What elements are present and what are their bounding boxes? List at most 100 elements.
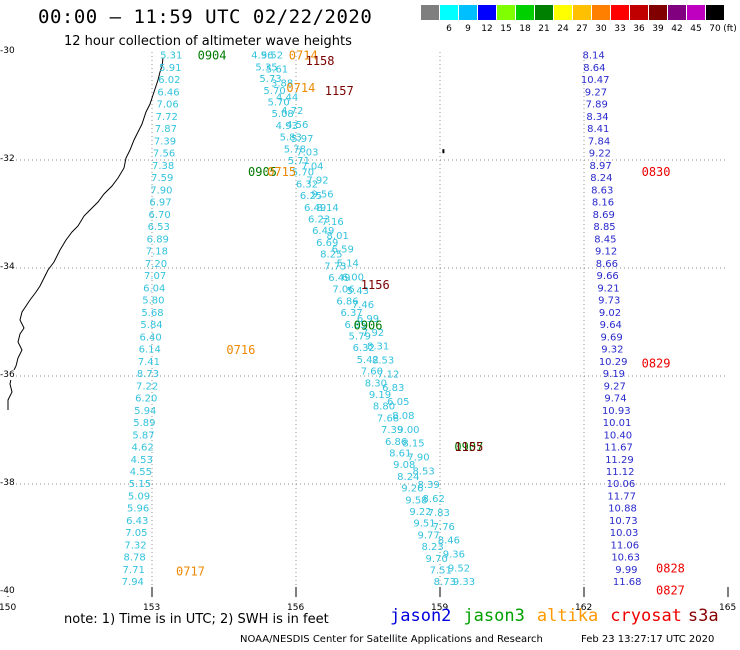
wave-height-value: 5.96 bbox=[127, 504, 149, 515]
wave-height-value: 4.44 bbox=[276, 92, 298, 103]
pass-time-label: 0907 bbox=[454, 440, 483, 454]
legend-swatch bbox=[440, 5, 459, 20]
wave-height-value: 6.86 bbox=[336, 296, 358, 307]
wave-height-value: 9.22 bbox=[409, 507, 431, 518]
legend-swatch bbox=[478, 5, 497, 20]
satellite-cryosat: cryosat bbox=[610, 606, 682, 626]
lat-label: -34 bbox=[0, 262, 15, 272]
wave-height-value: 11.67 bbox=[604, 443, 633, 454]
lat-label: -30 bbox=[0, 46, 15, 56]
legend-label: 30 bbox=[595, 24, 607, 34]
legend-label: 9 bbox=[465, 24, 471, 34]
wave-height-value: 9.52 bbox=[448, 563, 470, 574]
wave-height-value: 4.72 bbox=[281, 106, 303, 117]
legend-label: 27 bbox=[576, 24, 588, 34]
wave-height-value: 9.74 bbox=[604, 394, 626, 405]
wave-height-value: 7.05 bbox=[125, 528, 147, 539]
wave-height-value: 10.73 bbox=[609, 516, 638, 527]
legend-label: 24 bbox=[557, 24, 569, 34]
wave-height-value: 8.73 bbox=[434, 577, 456, 588]
wave-height-value: 7.59 bbox=[151, 173, 173, 184]
wave-height-value: 9.77 bbox=[417, 530, 439, 541]
wave-height-value: 5.14 bbox=[337, 259, 359, 270]
wave-height-value: 6.04 bbox=[143, 283, 165, 294]
wave-height-value: 9.58 bbox=[405, 495, 427, 506]
wave-height-value: 7.83 bbox=[428, 508, 450, 519]
legend-swatch bbox=[497, 5, 516, 20]
wave-height-value: 8.24 bbox=[590, 173, 612, 184]
wave-height-value: 8.73 bbox=[137, 369, 159, 380]
wave-height-value: 10.03 bbox=[610, 528, 639, 539]
wave-height-value: 7.46 bbox=[352, 300, 374, 311]
legend-label: 21 bbox=[538, 24, 550, 34]
wave-height-value: 9.69 bbox=[600, 332, 622, 343]
wave-height-value: 6.69 bbox=[316, 238, 338, 249]
wave-height-value: 5.87 bbox=[132, 430, 154, 441]
lon-label: 162 bbox=[575, 603, 593, 613]
wave-height-value: 8.78 bbox=[123, 553, 145, 564]
legend-label: 15 bbox=[500, 24, 512, 34]
wave-height-value: 5.15 bbox=[129, 479, 151, 490]
lat-label: -40 bbox=[0, 586, 15, 596]
pass-time-label: 0717 bbox=[176, 564, 205, 578]
credit-line: NOAA/NESDIS Center for Satellite Applica… bbox=[240, 634, 543, 645]
wave-height-value: 9.51 bbox=[413, 519, 435, 530]
pass-time-label: 0715 bbox=[267, 165, 296, 179]
wave-height-value: 7.76 bbox=[433, 522, 455, 533]
wave-height-value: 6.25 bbox=[300, 191, 322, 202]
wave-height-value: 6.02 bbox=[158, 75, 180, 86]
wave-height-value: 7.16 bbox=[321, 217, 343, 228]
wave-height-value: 10.88 bbox=[608, 504, 637, 515]
pass-time-label: 1158 bbox=[306, 54, 335, 68]
wave-height-value: 5.80 bbox=[142, 296, 164, 307]
wave-height-value: 7.60 bbox=[361, 367, 383, 378]
legend-label: 12 bbox=[481, 24, 493, 34]
generation-timestamp: Feb 23 13:27:17 UTC 2020 bbox=[581, 634, 715, 645]
grid-lines bbox=[8, 52, 728, 592]
wave-height-value: 5.52 bbox=[261, 51, 283, 62]
wave-height-value: 8.69 bbox=[593, 210, 615, 221]
wave-height-value: 9.73 bbox=[598, 296, 620, 307]
wave-height-value: 5.08 bbox=[272, 109, 294, 120]
wave-height-value: 10.63 bbox=[611, 553, 640, 564]
wave-height-value: 8.62 bbox=[423, 494, 445, 505]
wave-height-value: 9.00 bbox=[397, 425, 419, 436]
wave-height-value: 11.12 bbox=[606, 467, 635, 478]
legend-swatch bbox=[421, 5, 440, 20]
wave-height-value: 6.49 bbox=[312, 226, 334, 237]
wave-height-value: 8.16 bbox=[592, 198, 614, 209]
track-a: 5.315.916.026.46 7.067.727.877.39 7.567.38… bbox=[122, 51, 183, 589]
pass-time-label: 0714 bbox=[289, 49, 318, 63]
coastline bbox=[7, 57, 164, 410]
pass-time-label: 0714 bbox=[286, 81, 315, 95]
legend-label: 18 bbox=[519, 24, 531, 34]
wave-height-value: 5.09 bbox=[128, 491, 150, 502]
wave-height-value: 8.01 bbox=[327, 231, 349, 242]
wave-height-value: 5.94 bbox=[134, 406, 156, 417]
lat-label: -38 bbox=[0, 478, 15, 488]
wave-height-value: 9.21 bbox=[597, 283, 619, 294]
legend-unit: (ft) bbox=[723, 24, 737, 34]
wave-height-value: 5.31 bbox=[160, 51, 182, 62]
wave-height-value: 5.70 bbox=[292, 168, 314, 179]
wave-height-value: 8.64 bbox=[583, 63, 605, 74]
wave-height-value: 8.85 bbox=[593, 222, 615, 233]
wave-height-value: 9.27 bbox=[604, 381, 626, 392]
wave-height-value: 8.66 bbox=[596, 259, 618, 270]
wave-height-value: 7.90 bbox=[407, 453, 429, 464]
track-d: 8.148.6410.479.277.898.348.417.849.228.9… bbox=[581, 51, 642, 589]
wave-height-value: 7.92 bbox=[362, 328, 384, 339]
wave-height-value: 10.47 bbox=[581, 75, 610, 86]
wave-height-value: 7.06 bbox=[332, 285, 354, 296]
wave-height-value: 5.78 bbox=[284, 144, 306, 155]
wave-height-value: 6.83 bbox=[382, 383, 404, 394]
wave-height-value: 8.31 bbox=[367, 342, 389, 353]
wave-height-value: 6.46 bbox=[157, 87, 179, 98]
wave-height-value: 6.86 bbox=[385, 437, 407, 448]
pass-time-label: 0830 bbox=[642, 165, 671, 179]
wave-height-value: 4.62 bbox=[131, 443, 153, 454]
wave-height-value: 6.99 bbox=[357, 314, 379, 325]
wave-height-value: 7.20 bbox=[145, 259, 167, 270]
